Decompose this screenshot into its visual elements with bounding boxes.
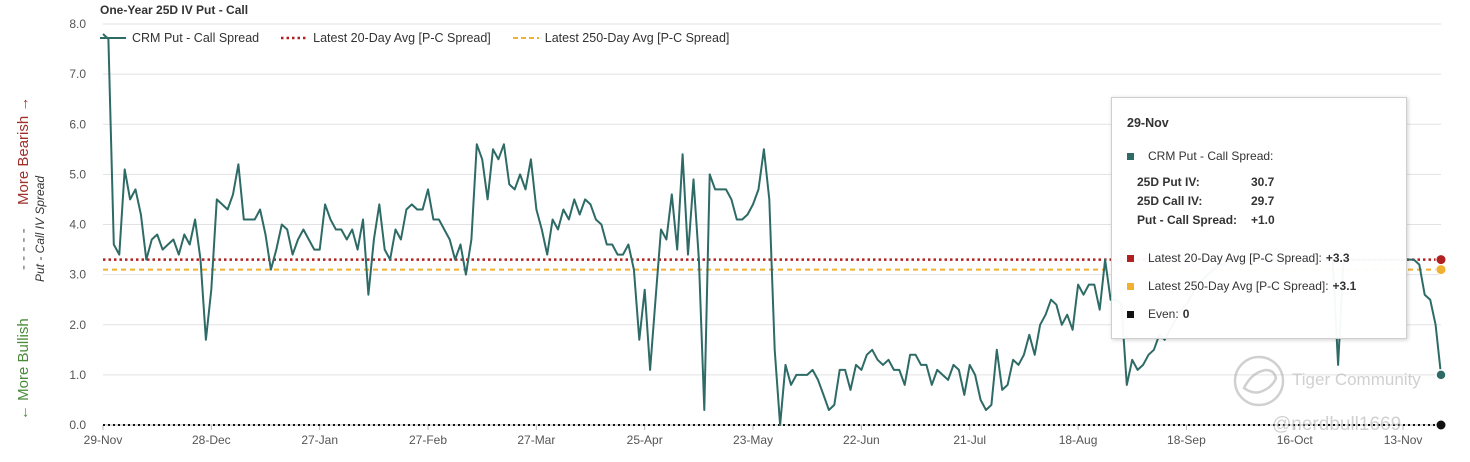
y-axis-ticks: 0.0 1.0 2.0 3.0 4.0 5.0 6.0 7.0 8.0 — [69, 17, 86, 432]
x-axis-ticks: 29-Nov 28-Dec 27-Jan 27-Feb 27-Mar 25-Apr 23-M… — [84, 425, 1423, 447]
end-markers — [1435, 254, 1447, 431]
y-tick-label: 3.0 — [69, 268, 86, 282]
y-tick-label: 7.0 — [69, 67, 86, 81]
tooltip-call-iv-label: 25D Call IV: — [1137, 194, 1203, 208]
tooltip-avg20-row: Latest 20-Day Avg [P-C Spread]: +3.3 — [1127, 251, 1350, 265]
chart-title: One-Year 25D IV Put - Call — [100, 3, 249, 17]
x-tick-label: 21-Jul — [953, 433, 986, 447]
tooltip-put-iv-label: 25D Put IV: — [1137, 175, 1200, 189]
legend-line-swatch-icon — [100, 37, 126, 39]
legend-label: CRM Put - Call Spread — [132, 31, 260, 45]
bias-separator-label: - - - - - — [15, 228, 32, 270]
tooltip: 29-Nov CRM Put - Call Spread: 25D Put IV… — [1111, 97, 1407, 339]
x-tick-label: 22-Jun — [843, 433, 880, 447]
square-marker-icon — [1127, 152, 1134, 160]
legend-dashed-swatch-icon — [512, 37, 539, 39]
y-tick-label: 2.0 — [69, 318, 86, 332]
y-tick-label: 0.0 — [69, 418, 86, 432]
even-end-marker — [1435, 419, 1447, 431]
tiger-logo-icon — [1233, 355, 1285, 407]
x-tick-label: 23-May — [733, 433, 773, 447]
x-tick-label: 13-Nov — [1384, 433, 1423, 447]
tooltip-avg20-label: Latest 20-Day Avg [P-C Spread]: — [1148, 251, 1322, 265]
y-tick-label: 4.0 — [69, 218, 86, 232]
legend-item-20day-avg[interactable]: Latest 20-Day Avg [P-C Spread] — [281, 31, 491, 45]
legend-dotted-swatch-icon — [281, 36, 308, 40]
x-tick-label: 16-Oct — [1277, 433, 1314, 447]
square-marker-icon — [1127, 282, 1134, 290]
tooltip-date: 29-Nov — [1127, 116, 1169, 130]
tooltip-avg20-value: +3.3 — [1325, 251, 1350, 265]
square-marker-icon — [1127, 310, 1134, 318]
avg-250-end-marker — [1435, 264, 1447, 276]
legend-label: Latest 20-Day Avg [P-C Spread] — [313, 31, 491, 45]
square-marker-icon — [1127, 254, 1134, 262]
legend-item-250day-avg[interactable]: Latest 250-Day Avg [P-C Spread] — [512, 31, 730, 45]
tooltip-even-row: Even: 0 — [1127, 307, 1189, 321]
watermark-brand: Tiger Community — [1292, 370, 1421, 389]
more-bullish-label: ← More Bullish — [15, 318, 32, 420]
crm-spread-end-marker — [1435, 369, 1447, 381]
y-tick-label: 6.0 — [69, 117, 86, 131]
tooltip-series-label: CRM Put - Call Spread: — [1148, 149, 1274, 163]
tooltip-put-iv-value: 30.7 — [1251, 175, 1275, 189]
x-tick-label: 18-Sep — [1167, 433, 1206, 447]
legend-item-crm-spread[interactable]: CRM Put - Call Spread — [100, 31, 259, 45]
y-tick-label: 1.0 — [69, 368, 86, 382]
x-tick-label: 27-Jan — [301, 433, 338, 447]
legend-label: Latest 250-Day Avg [P-C Spread] — [544, 31, 730, 45]
tooltip-avg250-label: Latest 250-Day Avg [P-C Spread]: — [1148, 279, 1329, 293]
x-tick-label: 28-Dec — [192, 433, 231, 447]
watermark-handle: @nerdbull1669 — [1272, 414, 1402, 435]
tooltip-series-row: CRM Put - Call Spread: — [1127, 149, 1273, 163]
watermark: Tiger Community @nerdbull1669 — [1232, 352, 1442, 442]
x-tick-label: 27-Feb — [409, 433, 447, 447]
y-tick-label: 5.0 — [69, 167, 86, 181]
x-tick-label: 18-Aug — [1059, 433, 1098, 447]
more-bearish-label: More Bearish → — [15, 96, 32, 205]
x-tick-label: 29-Nov — [84, 433, 123, 447]
tooltip-even-label: Even: — [1148, 307, 1179, 321]
avg-20-end-marker — [1435, 254, 1447, 266]
x-tick-label: 25-Apr — [627, 433, 663, 447]
tooltip-call-iv-value: 29.7 — [1251, 194, 1275, 208]
x-tick-label: 27-Mar — [517, 433, 555, 447]
y-axis-label: Put - Call IV Spread — [33, 175, 47, 282]
tooltip-avg250-value: +3.1 — [1332, 279, 1357, 293]
y-tick-label: 8.0 — [69, 17, 86, 31]
tooltip-spread-value: +1.0 — [1251, 213, 1275, 227]
tooltip-even-value: 0 — [1182, 307, 1190, 321]
tooltip-spread-label: Put - Call Spread: — [1137, 213, 1238, 227]
tooltip-avg250-row: Latest 250-Day Avg [P-C Spread]: +3.1 — [1127, 279, 1356, 293]
legend: CRM Put - Call Spread Latest 20-Day Avg … — [100, 28, 751, 48]
